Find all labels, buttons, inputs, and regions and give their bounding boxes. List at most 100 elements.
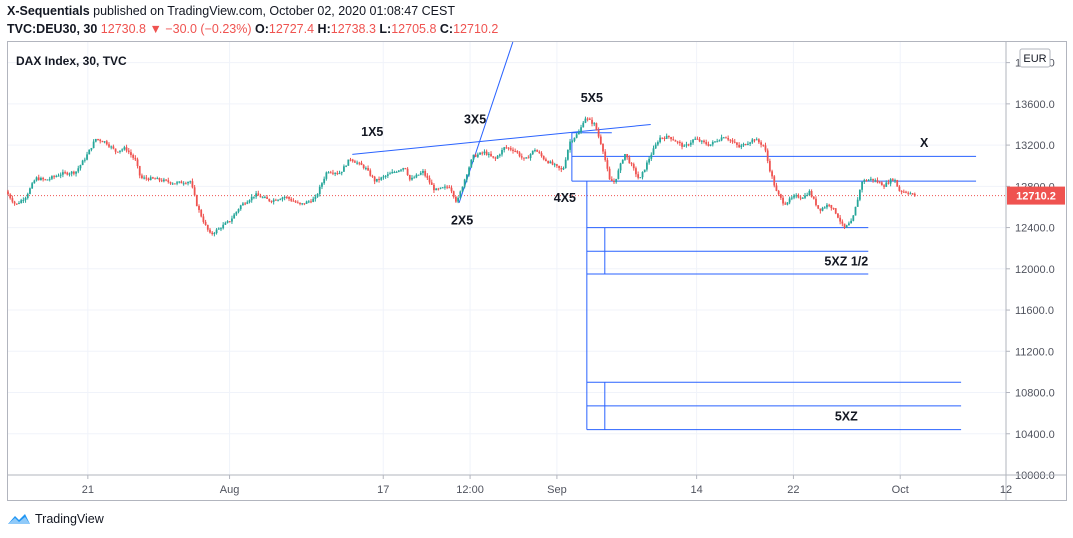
candle-body — [588, 118, 591, 120]
candle-body — [158, 178, 161, 181]
candle-body — [597, 129, 600, 137]
candle-body — [850, 220, 853, 224]
candle-body — [573, 137, 576, 141]
candle-body — [310, 201, 312, 203]
trend-line[interactable] — [458, 41, 514, 203]
candle-body — [856, 199, 859, 207]
candle-body — [321, 183, 323, 187]
wave-label[interactable]: X — [920, 136, 929, 150]
candle-body — [439, 187, 442, 189]
down-arrow-icon: ▼ — [149, 22, 162, 36]
wave-label[interactable]: 5X5 — [581, 91, 603, 105]
candle-body — [889, 179, 892, 184]
wave-label[interactable]: 3X5 — [464, 112, 486, 126]
candle-body — [613, 181, 615, 183]
candle-body — [779, 194, 782, 198]
candle-body — [900, 190, 903, 192]
candle-body — [905, 191, 907, 193]
candle-body — [338, 173, 341, 175]
candle-body — [318, 186, 321, 194]
y-tick-label: 13200.0 — [1015, 140, 1055, 152]
candle-body — [727, 137, 730, 140]
candle-body — [896, 180, 899, 187]
candle-body — [883, 185, 885, 187]
candle-body — [700, 140, 703, 142]
candle-body — [536, 150, 539, 152]
candle-body — [37, 177, 40, 181]
candle-body — [463, 179, 466, 187]
candle-body — [494, 157, 497, 159]
candle-body — [24, 197, 27, 201]
candle-body — [228, 221, 231, 223]
candle-body — [790, 197, 793, 199]
candle-body — [235, 211, 238, 215]
trend-line[interactable] — [352, 123, 651, 155]
wave-label[interactable]: 5XZ 1/2 — [824, 255, 868, 269]
drawings-layer[interactable] — [352, 41, 977, 431]
candle-body — [329, 172, 332, 174]
currency-button[interactable] — [1019, 48, 1051, 68]
candle-body — [615, 178, 618, 183]
candle-body — [413, 177, 416, 179]
candle-body — [373, 176, 376, 182]
candle-body — [551, 161, 554, 165]
candle-body — [788, 198, 791, 203]
candle-body — [621, 159, 624, 164]
candle-body — [345, 165, 348, 167]
wave-label[interactable]: 4X5 — [554, 191, 576, 205]
candle-body — [209, 229, 211, 233]
candle-body — [854, 206, 857, 216]
candle-body — [676, 141, 679, 143]
price-change: −30.0 (−0.23%) — [165, 22, 252, 36]
wave-label[interactable]: 1X5 — [361, 125, 383, 139]
low-label: L: — [379, 22, 392, 36]
y-tick-label: 11600.0 — [1015, 305, 1054, 317]
candle-body — [173, 183, 176, 185]
candle-body — [384, 175, 387, 177]
wave-label[interactable]: 5XZ — [835, 409, 858, 423]
author-name[interactable]: X-Sequentials — [7, 4, 90, 18]
wave-label[interactable]: 2X5 — [451, 213, 473, 227]
quote-line: TVC:DEU30, 30 12730.8 ▼ −30.0 (−0.23%) O… — [7, 22, 498, 36]
candle-body — [762, 144, 765, 146]
candle-body — [314, 196, 317, 199]
candle-body — [575, 134, 578, 138]
candle-body — [224, 222, 227, 225]
candle-body — [270, 201, 273, 203]
candle-body — [79, 165, 82, 169]
candle-body — [141, 175, 143, 179]
candle-body — [244, 203, 247, 205]
candle-body — [683, 145, 686, 147]
candle-body — [641, 171, 644, 178]
candle-body — [103, 141, 106, 143]
candle-body — [72, 171, 75, 174]
candle-body — [768, 160, 771, 172]
candle-body — [577, 132, 580, 135]
candle-body — [773, 176, 776, 186]
candle-body — [465, 174, 468, 180]
candle-body — [162, 179, 165, 182]
candle-body — [450, 187, 453, 192]
tradingview-brand[interactable]: TradingView — [35, 512, 104, 526]
candle-body — [474, 154, 477, 157]
candle-body — [441, 187, 444, 189]
candle-body — [415, 174, 418, 178]
candle-body — [11, 198, 14, 202]
candle-body — [487, 153, 490, 155]
candles-layer — [7, 116, 916, 237]
time-axis[interactable]: 21 Aug 17 12:00 Sep 14 22 Oct 12 — [8, 474, 1066, 496]
candle-body — [393, 171, 396, 173]
candle-body — [332, 172, 334, 174]
price-axis[interactable]: 10000.0 10400.0 10800.0 11200.0 11600.0 12000… — [1005, 42, 1065, 500]
candle-body — [740, 145, 743, 148]
y-tick-label: 11200.0 — [1015, 346, 1054, 358]
candle-body — [507, 147, 510, 149]
candle-body — [380, 177, 383, 180]
candle-body — [200, 209, 203, 217]
candle-body — [861, 181, 863, 190]
candle-body — [841, 221, 844, 224]
candle-body — [290, 198, 293, 201]
x-tick-label: 14 — [690, 484, 702, 496]
candle-body — [542, 156, 545, 160]
